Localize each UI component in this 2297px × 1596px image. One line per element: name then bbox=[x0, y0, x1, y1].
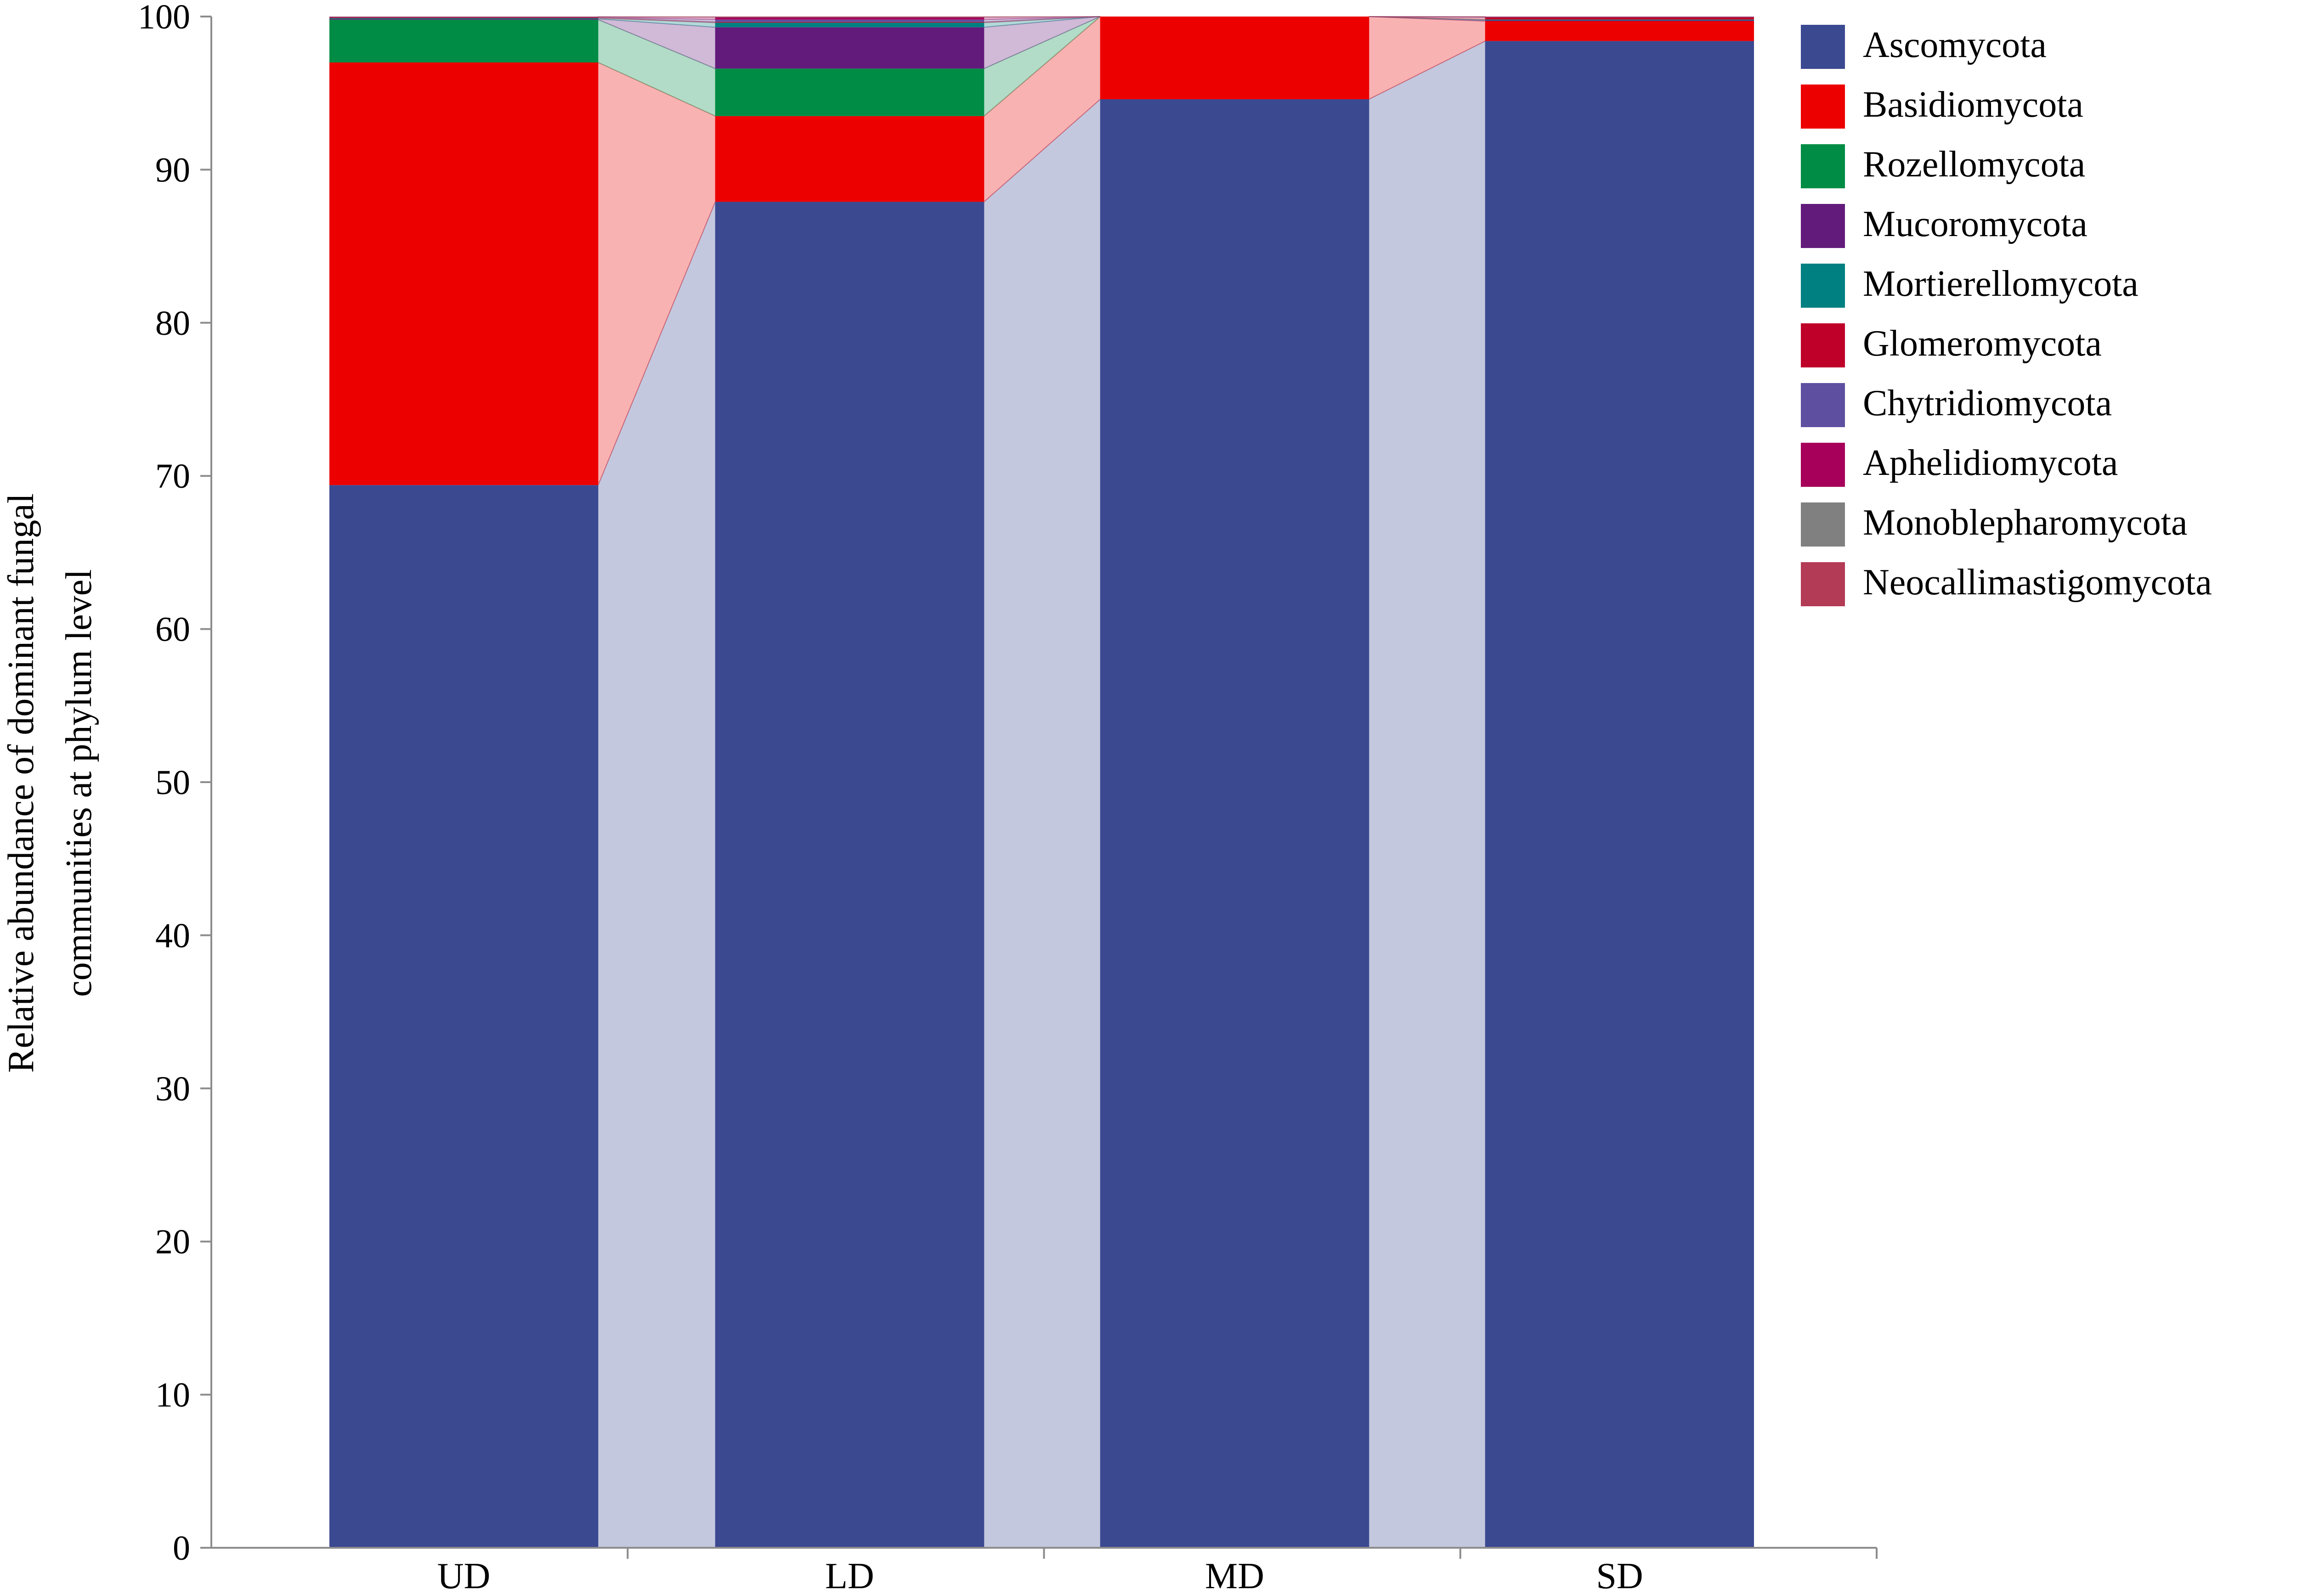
y-tick-label: 10 bbox=[155, 1376, 190, 1415]
bar-sd-mortierellomycota bbox=[1485, 20, 1754, 21]
legend-swatch bbox=[1801, 25, 1845, 69]
legend-swatch bbox=[1801, 204, 1845, 248]
y-tick-label: 50 bbox=[155, 763, 190, 802]
bar-ud-mortierellomycota bbox=[329, 18, 598, 19]
bar-sd-mucoromycota bbox=[1485, 20, 1754, 21]
bar-sd-basidiomycota bbox=[1485, 21, 1754, 41]
bar-ld-chytridiomycota bbox=[715, 20, 984, 22]
bar-ld-basidiomycota bbox=[715, 116, 984, 202]
y-tick-label: 20 bbox=[155, 1223, 190, 1261]
legend-swatch bbox=[1801, 502, 1845, 547]
legend-swatch bbox=[1801, 383, 1845, 427]
band-ascomycota-md-sd bbox=[1369, 41, 1485, 1548]
legend-swatch bbox=[1801, 144, 1845, 188]
bar-md-ascomycota bbox=[1100, 99, 1369, 1548]
legend-label: Neocallimastigomycota bbox=[1863, 562, 2212, 603]
legend-swatch bbox=[1801, 85, 1845, 129]
y-tick-labels: 0 10 20 30 40 50 60 70 80 90 100 bbox=[138, 0, 211, 1568]
y-axis-title-line-2: communities at phylum level bbox=[59, 570, 99, 997]
x-tick-labels: UD LD MD SD bbox=[437, 1548, 1877, 1594]
y-tick-label: 90 bbox=[155, 151, 190, 189]
bar-sd-ascomycota bbox=[1485, 41, 1754, 1548]
bar-ld-aphelidiomycota bbox=[715, 17, 984, 20]
legend-item-glomeromycota: Glomeromycota bbox=[1801, 323, 2102, 367]
bar-ld-glomeromycota bbox=[715, 22, 984, 23]
bar-sd-glomeromycota bbox=[1485, 17, 1754, 20]
bar-ld-rozellomycota bbox=[715, 68, 984, 116]
legend-item-rozellomycota: Rozellomycota bbox=[1801, 144, 2085, 188]
legend-swatch bbox=[1801, 443, 1845, 487]
legend-item-mortierellomycota: Mortierellomycota bbox=[1801, 264, 2139, 308]
y-tick-label: 80 bbox=[155, 304, 190, 343]
legend-label: Basidiomycota bbox=[1863, 85, 2083, 125]
legend-label: Glomeromycota bbox=[1863, 323, 2102, 364]
legend-swatch bbox=[1801, 562, 1845, 606]
legend-item-aphelidiomycota: Aphelidiomycota bbox=[1801, 443, 2118, 487]
bar-ud-ascomycota bbox=[329, 485, 598, 1548]
legend-label: Monoblepharomycota bbox=[1863, 502, 2187, 543]
y-axis-title-line-1: Relative abundance of dominant fungal bbox=[1, 493, 41, 1073]
legend-item-ascomycota: Ascomycota bbox=[1801, 25, 2047, 69]
legend-label: Mucoromycota bbox=[1863, 204, 2088, 244]
y-tick-label: 70 bbox=[155, 457, 190, 496]
legend-label: Ascomycota bbox=[1863, 25, 2047, 65]
legend-item-mucoromycota: Mucoromycota bbox=[1801, 204, 2088, 248]
legend-item-basidiomycota: Basidiomycota bbox=[1801, 85, 2083, 129]
y-tick-label: 100 bbox=[138, 0, 190, 36]
bar-ud-glomeromycota bbox=[329, 17, 598, 18]
legend-item-chytridiomycota: Chytridiomycota bbox=[1801, 383, 2112, 427]
legend-item-monoblepharomycota: Monoblepharomycota bbox=[1801, 502, 2187, 547]
legend-item-neocallimastigomycota: Neocallimastigomycota bbox=[1801, 562, 2212, 606]
bar-ud-mucoromycota bbox=[329, 19, 598, 20]
bar-md-basidiomycota bbox=[1100, 17, 1369, 99]
legend-label: Rozellomycota bbox=[1863, 144, 2085, 185]
y-tick-label: 30 bbox=[155, 1070, 190, 1108]
legend: Ascomycota Basidiomycota Rozellomycota Muco… bbox=[1801, 25, 2212, 606]
x-tick-label-ld: LD bbox=[825, 1556, 874, 1594]
bar-ld-mortierellomycota bbox=[715, 23, 984, 27]
x-tick-label-md: MD bbox=[1205, 1556, 1264, 1594]
band-ascomycota-ld-md bbox=[984, 99, 1100, 1548]
legend-label: Chytridiomycota bbox=[1863, 383, 2112, 423]
bar-ld-mucoromycota bbox=[715, 27, 984, 68]
x-tick-label-ud: UD bbox=[437, 1556, 491, 1594]
y-tick-label: 0 bbox=[173, 1529, 190, 1568]
bar-ud-rozellomycota bbox=[329, 20, 598, 62]
legend-swatch bbox=[1801, 264, 1845, 308]
bar-ud-basidiomycota bbox=[329, 62, 598, 485]
legend-label: Mortierellomycota bbox=[1863, 264, 2139, 304]
y-tick-label: 40 bbox=[155, 916, 190, 955]
bar-ld-ascomycota bbox=[715, 202, 984, 1548]
legend-swatch bbox=[1801, 323, 1845, 367]
legend-label: Aphelidiomycota bbox=[1863, 443, 2118, 483]
y-tick-label: 60 bbox=[155, 610, 190, 649]
x-tick-label-sd: SD bbox=[1596, 1556, 1643, 1594]
y-axis-title: Relative abundance of dominant fungal com… bbox=[1, 493, 99, 1073]
